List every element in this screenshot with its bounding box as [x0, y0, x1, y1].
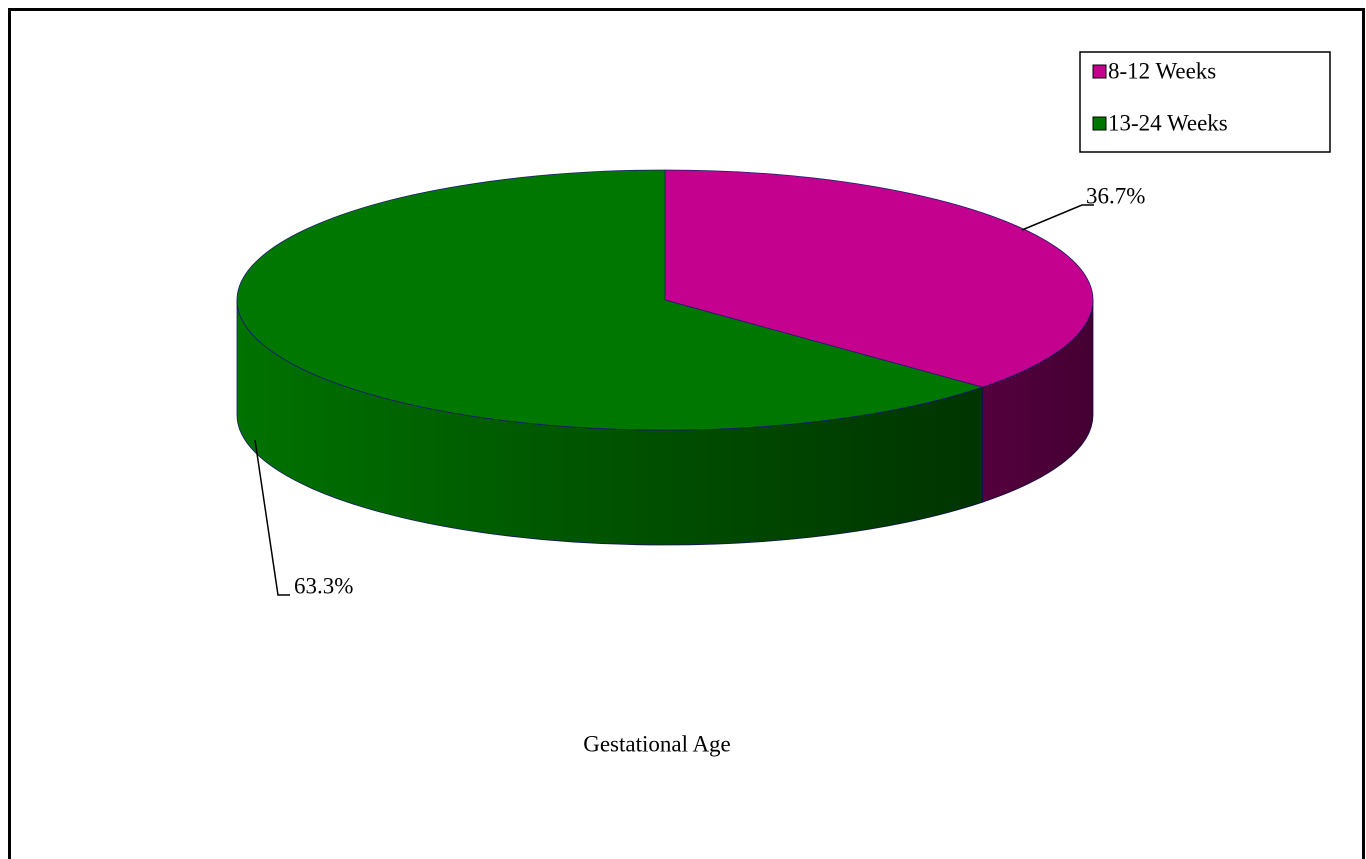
- slice-side-shade: [982, 300, 1093, 503]
- legend: 8-12 Weeks 13-24 Weeks: [1092, 58, 1228, 135]
- data-label: 63.3%: [294, 573, 353, 598]
- legend-swatch: [1092, 64, 1107, 79]
- legend-box: [1079, 51, 1331, 153]
- leader-line: [254, 439, 290, 596]
- slice: [236, 169, 984, 431]
- chart-title: Gestational Age: [583, 731, 731, 756]
- data-label: 36.7%: [1086, 183, 1145, 208]
- slice: [664, 169, 1094, 388]
- leader-line: [1021, 204, 1094, 231]
- pie: 36.7% 63.3%: [236, 169, 1145, 598]
- slice-side-shade: [237, 300, 983, 545]
- chart-frame: [8, 8, 1365, 859]
- legend-label: 8-12 Weeks: [1108, 58, 1216, 83]
- legend-swatch: [1092, 116, 1107, 131]
- legend-label: 13-24 Weeks: [1108, 110, 1228, 135]
